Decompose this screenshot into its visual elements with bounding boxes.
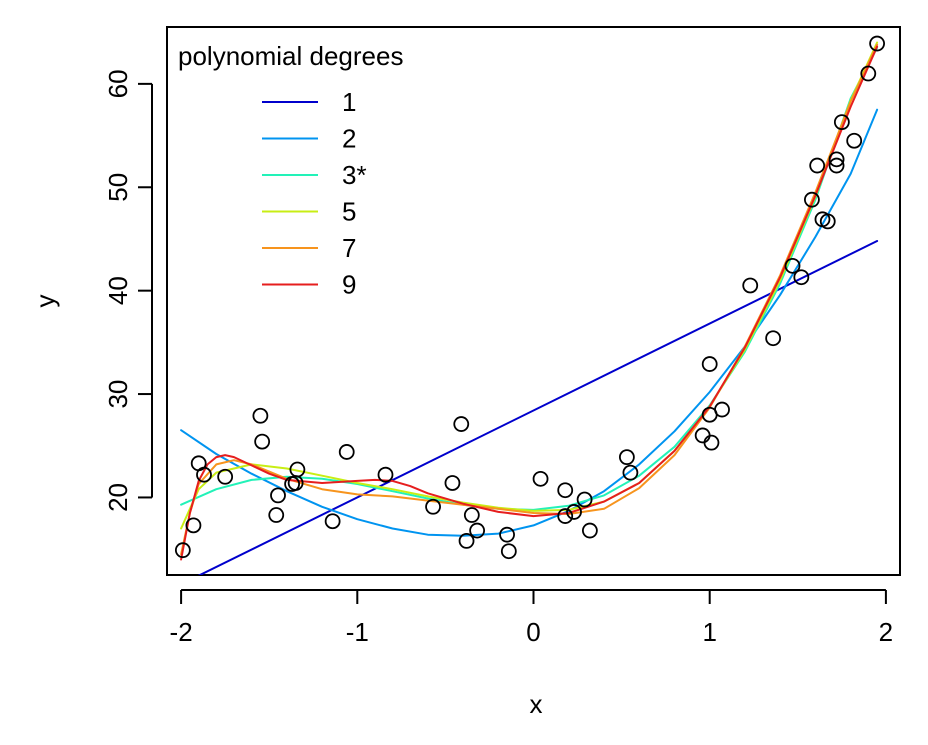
legend-entry-label: 7 (342, 233, 356, 263)
data-point (828, 157, 845, 174)
series-line-degree-5 (180, 41, 879, 530)
data-point (793, 269, 810, 286)
y-axis-title: y (30, 295, 60, 308)
data-point (252, 407, 269, 424)
data-point (703, 434, 720, 451)
plot-area (180, 41, 879, 575)
data-point (463, 507, 480, 523)
data-point (338, 444, 355, 460)
data-point (217, 468, 234, 485)
data-point (532, 470, 549, 487)
data-point (576, 491, 593, 508)
data-point (557, 508, 574, 524)
y-tick-label: 50 (103, 173, 133, 202)
legend: polynomial degrees 1 2 3* 5 7 9 (178, 41, 403, 300)
y-axis: 20 30 40 50 60 (103, 69, 153, 512)
data-point (500, 543, 517, 560)
data-point (869, 35, 885, 52)
data-point (819, 213, 836, 230)
data-point (701, 356, 718, 372)
legend-entry-label: 2 (342, 124, 356, 154)
data-point (453, 416, 470, 432)
data-point (444, 475, 461, 491)
data-point (425, 498, 441, 515)
data-point (828, 151, 845, 168)
x-tick-label: -2 (170, 617, 193, 647)
data-point (860, 65, 877, 82)
data-point (714, 401, 730, 418)
x-axis: -2 -1 0 1 2 (170, 589, 893, 647)
y-tick-label: 60 (103, 69, 133, 98)
legend-entry-label: 9 (342, 270, 356, 300)
data-point (196, 466, 212, 483)
y-tick-label: 20 (103, 483, 133, 512)
plot-frame (166, 26, 901, 576)
data-point (784, 257, 801, 274)
x-axis-title: x (530, 689, 543, 719)
x-tick-label: 1 (702, 617, 716, 647)
data-point (557, 482, 574, 499)
data-point (469, 522, 486, 539)
series-line-degree-1 (197, 240, 879, 575)
data-point (809, 157, 826, 174)
data-point (742, 277, 759, 294)
data-point (499, 526, 515, 543)
data-point (566, 504, 582, 520)
x-tick-label: -1 (346, 617, 369, 647)
data-point (458, 532, 475, 549)
legend-entry-label: 1 (342, 87, 356, 117)
x-tick-label: 2 (879, 617, 893, 647)
data-point (622, 464, 639, 481)
data-point (581, 522, 598, 539)
legend-entry-label: 5 (342, 197, 356, 227)
x-tick-label: 0 (526, 617, 540, 647)
legend-entry-label: 3* (342, 160, 367, 190)
y-tick-label: 30 (103, 380, 133, 409)
data-point (765, 330, 782, 347)
data-point (174, 542, 191, 559)
series-line-degree-2 (180, 108, 879, 537)
data-point (185, 517, 202, 534)
legend-title: polynomial degrees (178, 41, 403, 71)
data-point (694, 427, 711, 444)
data-point (268, 507, 285, 523)
series-line-degree-3 (180, 46, 879, 511)
data-point (846, 132, 863, 149)
data-point (377, 466, 394, 483)
data-points (174, 35, 885, 560)
data-point (618, 449, 635, 466)
data-point (270, 487, 286, 504)
data-point (324, 513, 341, 530)
series-line-degree-9 (180, 45, 879, 561)
data-point (803, 191, 820, 208)
data-point (289, 461, 306, 478)
y-tick-label: 40 (103, 276, 133, 305)
data-point (833, 114, 850, 131)
data-point (254, 433, 271, 450)
